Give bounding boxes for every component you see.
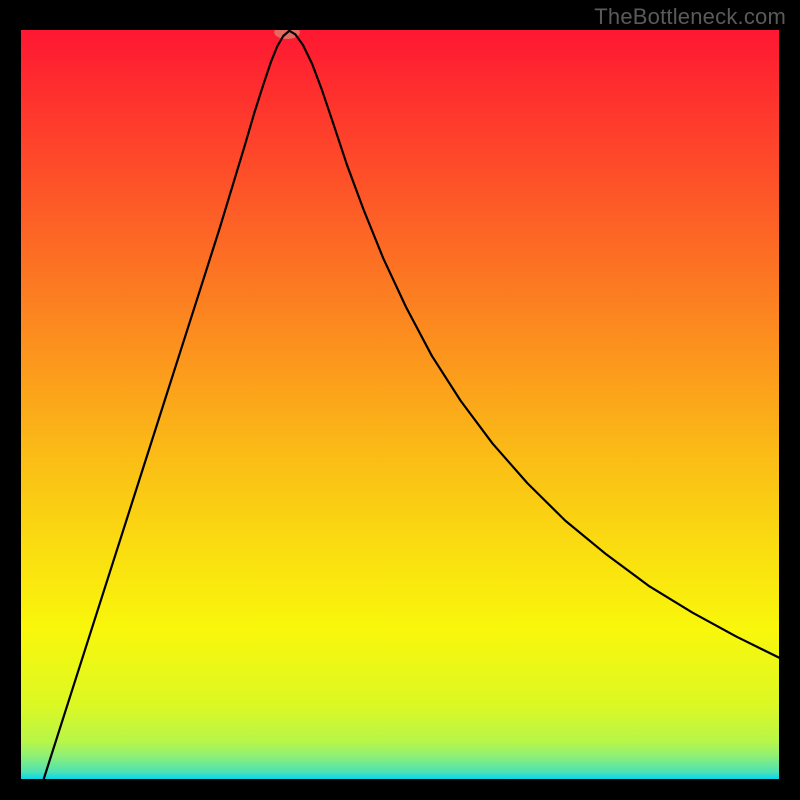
bottleneck-curve xyxy=(44,31,779,779)
watermark-text: TheBottleneck.com xyxy=(594,4,786,30)
plot-area xyxy=(21,30,779,779)
chart-svg xyxy=(21,30,779,779)
